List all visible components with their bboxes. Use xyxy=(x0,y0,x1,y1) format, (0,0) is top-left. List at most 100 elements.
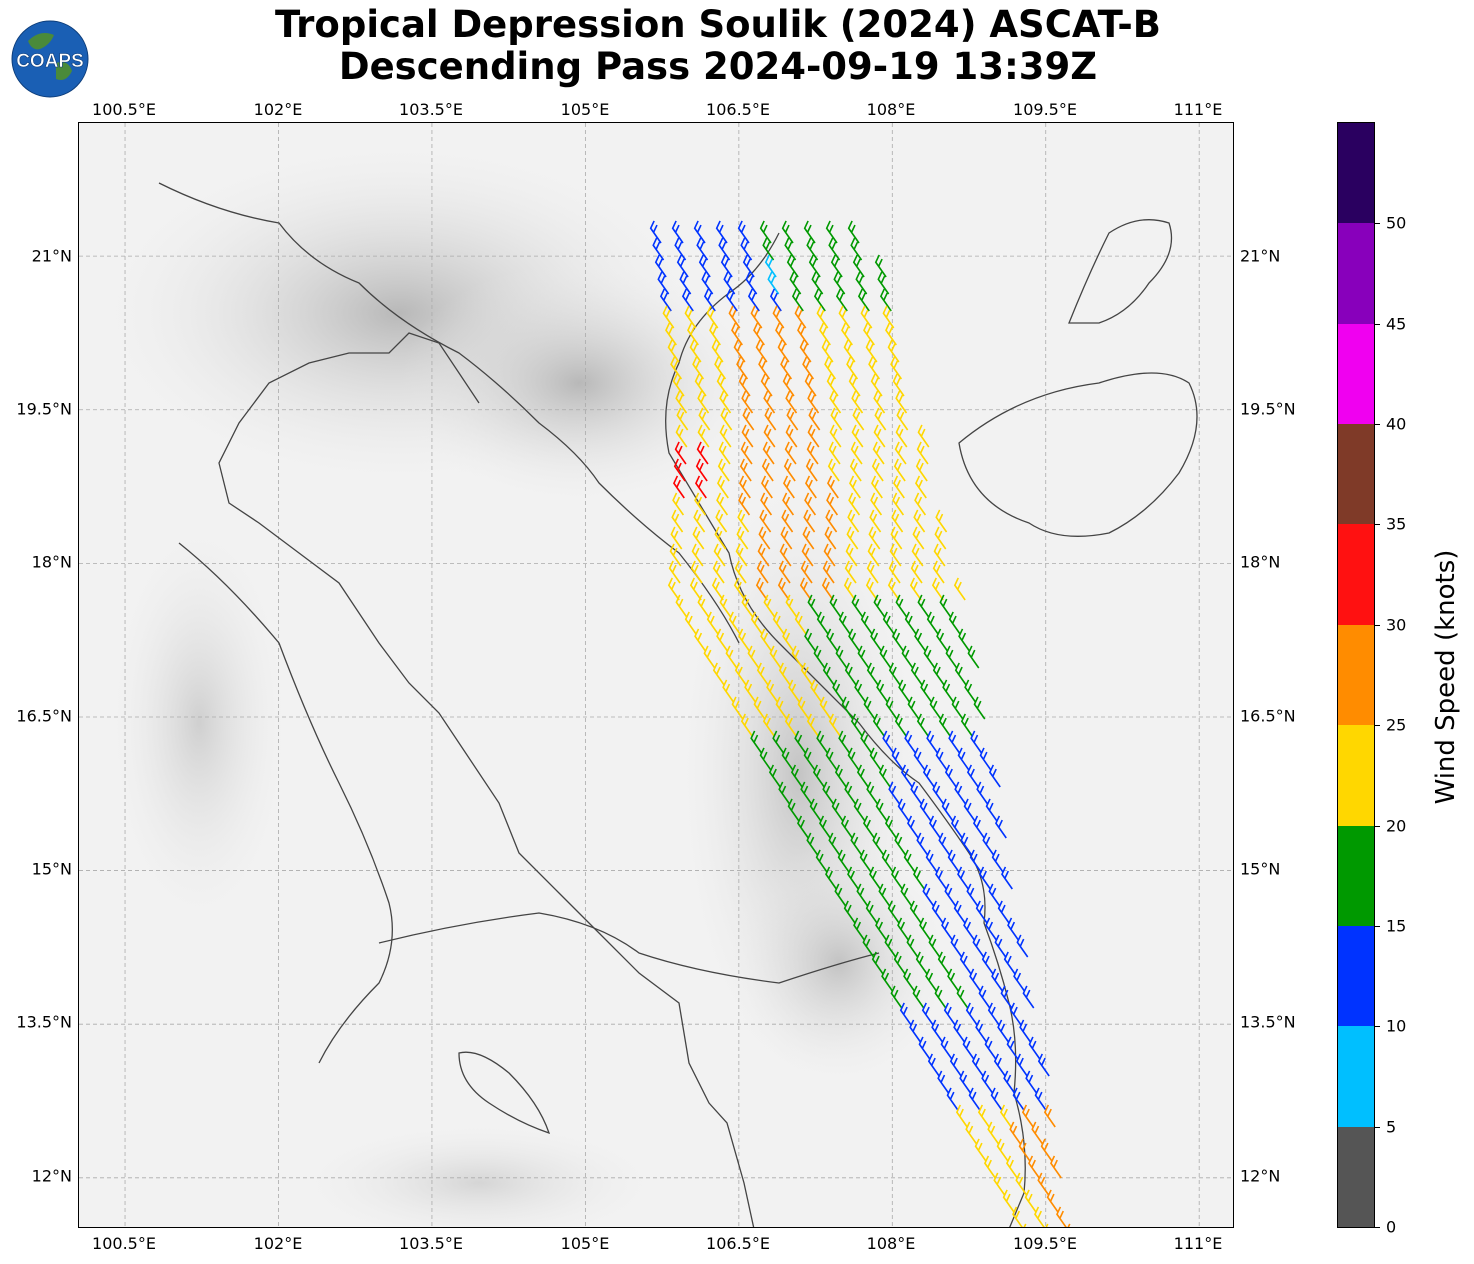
wind-barb xyxy=(741,594,754,618)
wind-barb xyxy=(667,339,680,363)
wind-barb xyxy=(916,832,929,856)
lon-tick-label: 111°E xyxy=(1173,1234,1223,1253)
wind-barb xyxy=(950,934,963,958)
wind-barb xyxy=(1021,1223,1034,1227)
colorbar-tick-label: 45 xyxy=(1386,314,1407,334)
wind-barb xyxy=(823,543,836,567)
wind-barb xyxy=(942,679,955,703)
wind-barb xyxy=(866,560,879,584)
wind-barb xyxy=(1002,1189,1015,1213)
wind-barb xyxy=(899,1002,912,1026)
wind-barb xyxy=(698,407,711,431)
wind-barb xyxy=(797,322,809,346)
wind-barb xyxy=(800,781,813,805)
wind-barb xyxy=(1012,1206,1024,1227)
wind-barb xyxy=(850,713,863,737)
wind-barb xyxy=(759,509,772,533)
wind-barb xyxy=(991,968,1004,992)
wind-barb xyxy=(825,747,838,771)
wind-barb xyxy=(690,560,703,584)
colorbar-tick-label: 40 xyxy=(1386,414,1407,434)
wind-barb xyxy=(672,373,685,397)
wind-barb xyxy=(879,645,892,669)
terrain-north-range xyxy=(399,263,759,503)
wind-barb xyxy=(926,730,939,754)
wind-barb xyxy=(953,900,966,924)
lon-tick-label: 102°E xyxy=(253,100,303,119)
wind-barb xyxy=(794,305,807,329)
wind-barb xyxy=(1003,951,1016,975)
wind-barb xyxy=(863,696,876,720)
wind-barb xyxy=(649,220,662,244)
wind-barb xyxy=(701,271,714,295)
wind-barb xyxy=(873,594,886,618)
wind-barb xyxy=(984,1036,997,1060)
wind-barb xyxy=(995,815,1007,839)
wind-barb xyxy=(784,713,797,737)
wind-barb xyxy=(1043,1104,1056,1128)
wind-barb xyxy=(717,458,730,482)
lon-tick-label: 100.5°E xyxy=(92,1234,156,1253)
wind-barb xyxy=(762,441,775,465)
wind-barb xyxy=(1025,1070,1038,1094)
wind-barb xyxy=(888,781,901,805)
wind-barb xyxy=(786,407,799,431)
wind-barb xyxy=(804,492,817,516)
wind-barb xyxy=(744,679,757,703)
wind-barb xyxy=(665,322,677,346)
wind-barb xyxy=(718,237,731,261)
wind-barb xyxy=(714,526,727,550)
wind-barb xyxy=(819,696,832,720)
wind-barb xyxy=(741,424,754,448)
lat-tick-label: 19.5°N xyxy=(16,399,72,419)
wind-barb xyxy=(875,798,888,822)
wind-barb xyxy=(719,594,732,618)
wind-barb xyxy=(922,764,935,788)
wind-barb xyxy=(844,781,857,805)
wind-barb xyxy=(761,475,773,499)
wind-barb xyxy=(913,509,926,533)
tonle-sap-lake xyxy=(458,1051,551,1135)
wind-barb xyxy=(828,832,841,856)
wind-barb xyxy=(885,322,897,346)
wind-barb xyxy=(996,1138,1009,1162)
wind-barb xyxy=(788,679,801,703)
wind-barb xyxy=(755,577,768,601)
wind-barb xyxy=(838,611,851,635)
wind-barb xyxy=(865,900,878,924)
terrain-south xyxy=(299,1123,659,1227)
wind-barb xyxy=(786,254,799,278)
colorbar-tick-label: 15 xyxy=(1386,916,1407,936)
leizhou-peninsula xyxy=(1068,219,1173,324)
wind-barb xyxy=(696,237,709,261)
wind-barb xyxy=(856,883,869,907)
wind-barb xyxy=(951,815,963,839)
wind-barb xyxy=(910,560,923,584)
wind-barb xyxy=(760,628,773,652)
wind-barb xyxy=(674,441,687,465)
wind-barb xyxy=(829,594,842,618)
wind-barb xyxy=(863,815,875,839)
wind-barb xyxy=(963,917,976,941)
wind-barb xyxy=(806,237,819,261)
colorbar-segment xyxy=(1338,323,1374,425)
wind-barb xyxy=(872,441,885,465)
lat-tick-label: 19.5°N xyxy=(1240,399,1296,419)
wind-barb xyxy=(876,679,889,703)
wind-barb xyxy=(703,645,716,669)
wind-barbs xyxy=(649,220,1078,1227)
wind-barb xyxy=(870,492,883,516)
wind-barb xyxy=(881,968,894,992)
wind-barb xyxy=(1007,917,1020,941)
wind-barb xyxy=(847,866,859,890)
wind-barb xyxy=(826,492,839,516)
lon-tick-label: 105°E xyxy=(560,1234,610,1253)
wind-barb xyxy=(741,390,754,414)
wind-barb xyxy=(815,849,828,873)
wind-barb xyxy=(676,254,689,278)
wind-barb xyxy=(865,339,878,363)
wind-barb xyxy=(694,373,707,397)
wind-barb xyxy=(711,577,724,601)
wind-barb xyxy=(780,526,793,550)
wind-barb xyxy=(896,407,909,431)
